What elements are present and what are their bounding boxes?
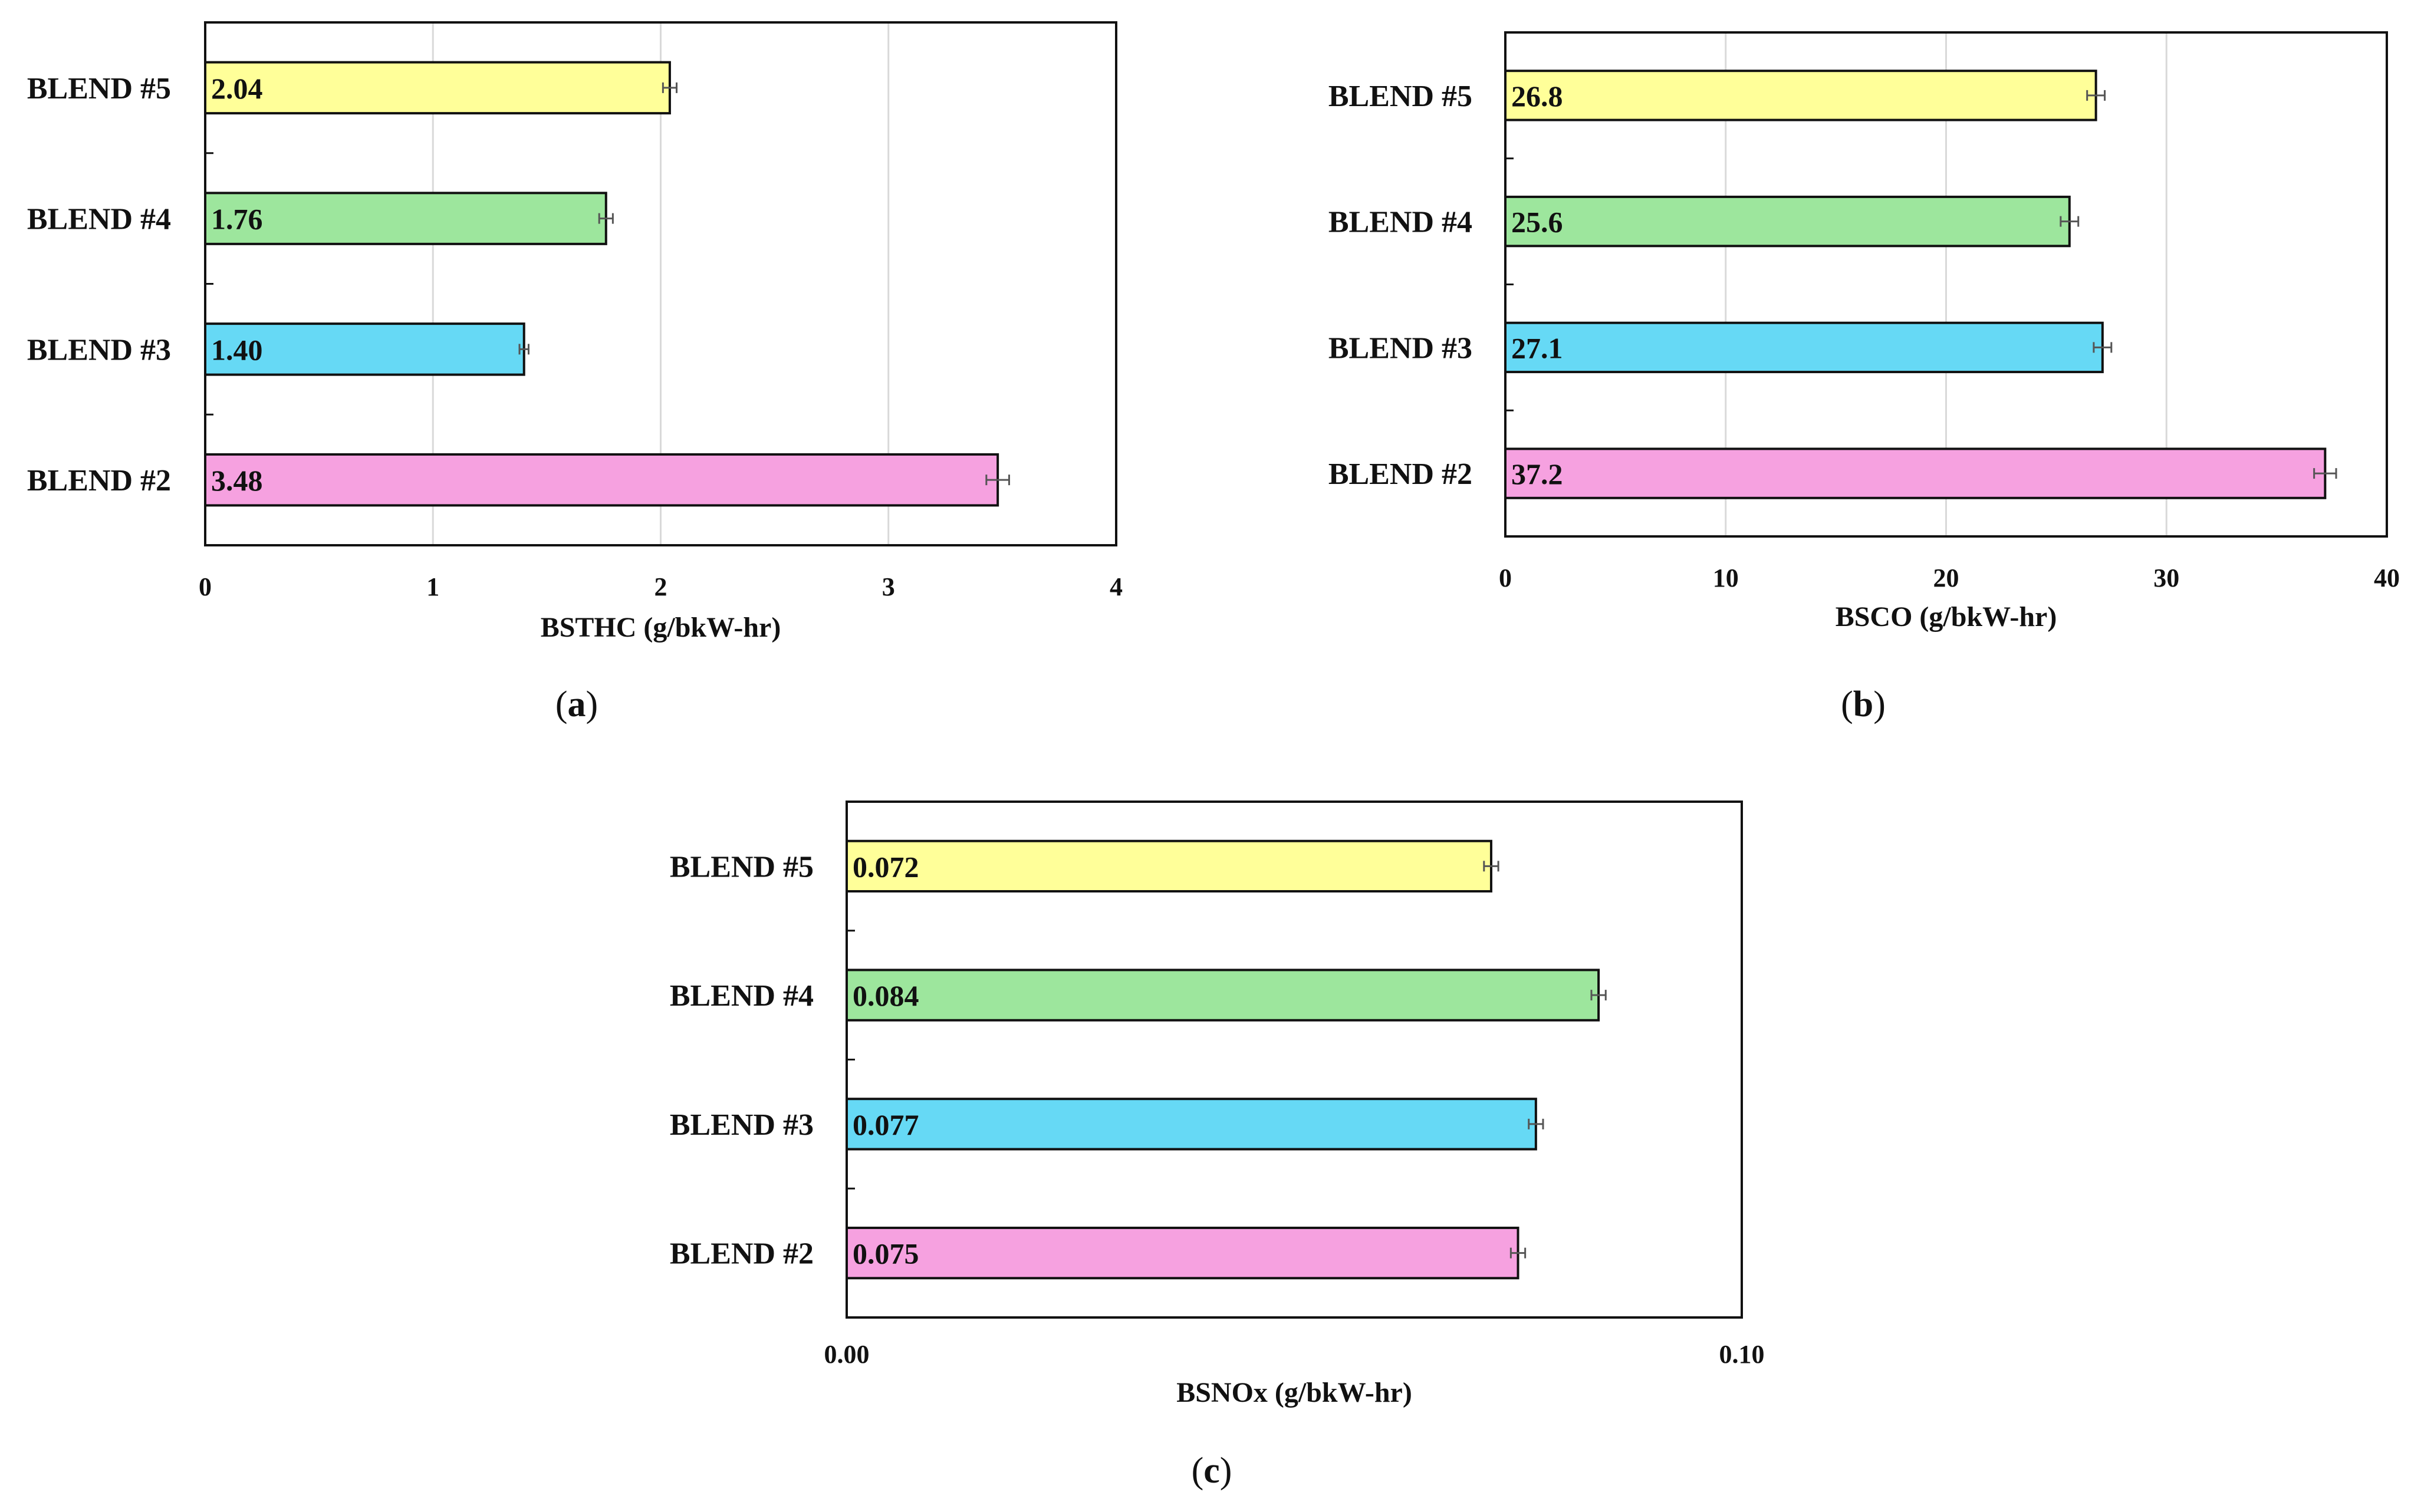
error-bar — [662, 82, 678, 93]
category-label: BLEND #5 — [1328, 80, 1472, 113]
chart-panel-b: 26.8 BLEND #5 25.6 BLEND #4 27.1 BLEND #3 37.2… — [1328, 31, 2400, 724]
category-label: BLEND #4 — [1328, 206, 1472, 239]
data-label: 0.084 — [853, 979, 919, 1012]
panel-caption: (b) — [1841, 684, 1886, 724]
x-tick-label: 2 — [654, 572, 667, 601]
x-tick-label: 0 — [1499, 564, 1512, 592]
category-label: BLEND #3 — [670, 1108, 814, 1142]
error-bar — [2086, 90, 2106, 101]
bar-blend-5 — [204, 61, 671, 115]
error-bar — [1483, 861, 1499, 872]
x-axis-title: BSCO (g/bkW-hr) — [1836, 601, 2057, 633]
bar-blend-5 — [846, 839, 1492, 893]
category-label: BLEND #2 — [1328, 457, 1472, 491]
x-tick-label: 0 — [199, 572, 212, 601]
data-label: 27.1 — [1511, 331, 1563, 364]
panel-caption: (a) — [555, 684, 598, 724]
chart-panel-a: 2.04 BLEND #5 1.76 BLEND #4 1.40 BLEND #3 3.48… — [27, 21, 1123, 724]
x-tick-label: 4 — [1110, 572, 1123, 601]
error-bar — [1509, 1247, 1527, 1259]
error-bar — [1590, 990, 1607, 1001]
data-label: 2.04 — [211, 72, 263, 105]
data-label: 25.6 — [1511, 206, 1563, 239]
x-axis-title: BSTHC (g/bkW-hr) — [541, 612, 781, 643]
category-label: BLEND #3 — [27, 333, 171, 367]
bar-blend-2 — [846, 1226, 1519, 1280]
x-tick-label: 20 — [1933, 564, 1959, 592]
bar-blend-3 — [846, 1098, 1537, 1151]
category-label: BLEND #5 — [670, 850, 814, 884]
x-tick-label: 30 — [2153, 564, 2179, 592]
bar-blend-2 — [1504, 447, 2327, 499]
bar-blend-3 — [1504, 321, 2104, 374]
x-tick-label: 3 — [882, 572, 895, 601]
bar-blend-3 — [204, 322, 525, 376]
error-bar — [2313, 468, 2337, 479]
plot-frame — [1504, 31, 2388, 538]
data-label: 0.072 — [853, 850, 919, 883]
data-label: 0.077 — [853, 1108, 919, 1141]
category-label: BLEND #2 — [27, 464, 171, 498]
error-bar — [985, 475, 1010, 486]
category-label: BLEND #3 — [1328, 331, 1472, 365]
x-tick-label: 0.00 — [824, 1340, 870, 1369]
bar-blend-4 — [846, 969, 1600, 1022]
x-axis-title: BSNOx (g/bkW-hr) — [1176, 1377, 1412, 1408]
error-bar — [2060, 216, 2080, 227]
category-label: BLEND #4 — [27, 203, 171, 236]
chart-panel-c: 0.072 BLEND #5 0.084 BLEND #4 0.077 BLEND #3 0… — [670, 801, 1765, 1491]
x-tick-label: 40 — [2374, 564, 2400, 592]
plot-frame — [204, 21, 1117, 546]
bar-blend-4 — [204, 192, 607, 245]
data-label: 26.8 — [1511, 80, 1563, 113]
data-label: 37.2 — [1511, 457, 1563, 490]
error-bar — [2093, 342, 2113, 353]
error-bar — [1528, 1118, 1544, 1129]
bar-blend-4 — [1504, 195, 2071, 248]
data-label: 1.40 — [211, 333, 263, 366]
plot-frame — [846, 801, 1743, 1319]
panel-caption: (c) — [1192, 1451, 1232, 1491]
bar-blend-2 — [204, 453, 999, 507]
data-label: 3.48 — [211, 464, 263, 497]
data-label: 0.075 — [853, 1237, 919, 1270]
bar-blend-5 — [1504, 70, 2097, 121]
error-bar — [518, 344, 529, 355]
category-label: BLEND #2 — [670, 1237, 814, 1271]
data-label: 1.76 — [211, 203, 263, 236]
error-bar — [598, 213, 614, 224]
category-label: BLEND #5 — [27, 72, 171, 106]
category-label: BLEND #4 — [670, 979, 814, 1013]
x-tick-label: 10 — [1713, 564, 1739, 592]
x-tick-label: 0.10 — [1719, 1340, 1765, 1369]
x-tick-label: 1 — [426, 572, 439, 601]
